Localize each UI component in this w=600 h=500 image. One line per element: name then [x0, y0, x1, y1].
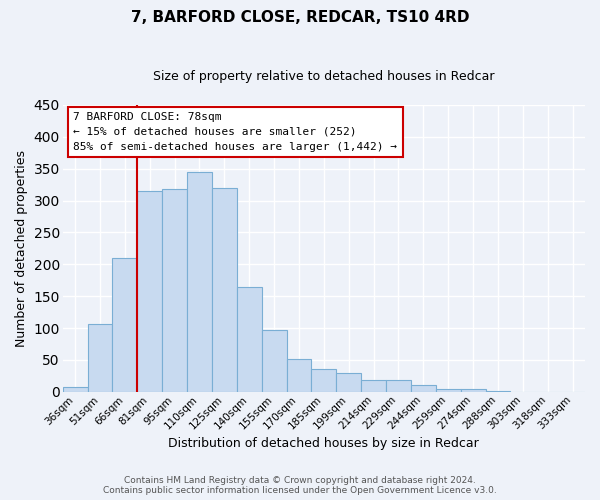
Text: 7, BARFORD CLOSE, REDCAR, TS10 4RD: 7, BARFORD CLOSE, REDCAR, TS10 4RD — [131, 10, 469, 25]
Title: Size of property relative to detached houses in Redcar: Size of property relative to detached ho… — [153, 70, 494, 83]
Y-axis label: Number of detached properties: Number of detached properties — [15, 150, 28, 347]
Bar — [411, 386, 436, 392]
Bar — [485, 391, 511, 392]
Text: Contains HM Land Registry data © Crown copyright and database right 2024.
Contai: Contains HM Land Registry data © Crown c… — [103, 476, 497, 495]
Bar — [461, 390, 485, 392]
Bar — [386, 380, 411, 392]
Bar — [187, 172, 212, 392]
Bar — [88, 324, 112, 392]
Bar — [162, 189, 187, 392]
Bar — [287, 360, 311, 392]
Bar — [336, 374, 361, 392]
Bar — [212, 188, 237, 392]
Bar — [361, 380, 386, 392]
Bar — [63, 388, 88, 392]
Bar — [311, 369, 336, 392]
Bar — [262, 330, 287, 392]
Bar — [237, 286, 262, 392]
X-axis label: Distribution of detached houses by size in Redcar: Distribution of detached houses by size … — [169, 437, 479, 450]
Bar — [137, 191, 162, 392]
Text: 7 BARFORD CLOSE: 78sqm
← 15% of detached houses are smaller (252)
85% of semi-de: 7 BARFORD CLOSE: 78sqm ← 15% of detached… — [73, 112, 397, 152]
Bar — [436, 388, 461, 392]
Bar — [112, 258, 137, 392]
